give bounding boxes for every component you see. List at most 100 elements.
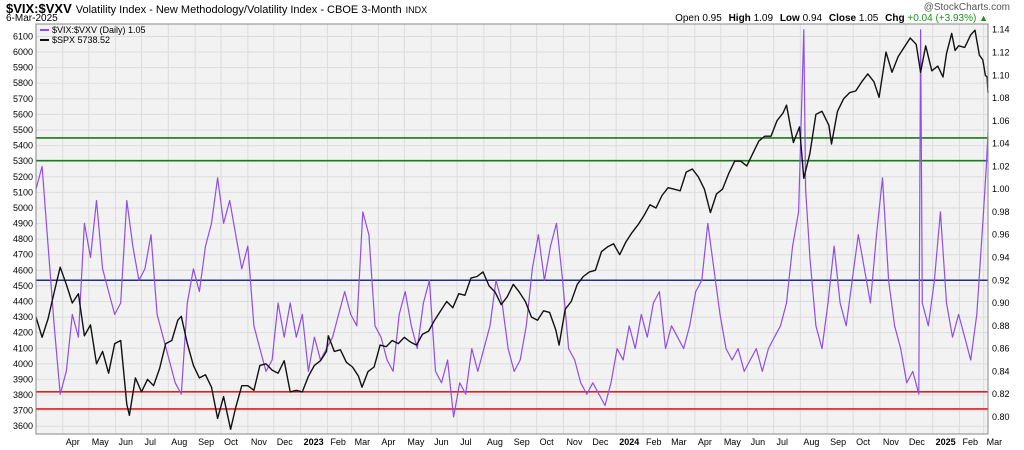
left-tick-label: 5500	[13, 125, 33, 135]
legend-swatch-spx	[40, 39, 49, 41]
x-tick-label: Dec	[277, 437, 294, 447]
plot-area	[36, 24, 988, 434]
left-tick-label: 4000	[13, 359, 33, 369]
x-tick-label: Sep	[514, 437, 530, 447]
x-tick-label: Feb	[646, 437, 662, 447]
chg-value: +0.04 (+3.93%)	[907, 13, 977, 24]
x-tick-label: Apr	[381, 437, 395, 447]
right-tick-label: 1.02	[992, 161, 1010, 171]
left-tick-label: 3600	[13, 421, 33, 431]
x-tick-label: Apr	[698, 437, 712, 447]
plot-border	[35, 23, 989, 435]
x-tick-label: Sep	[198, 437, 214, 447]
left-tick-label: 4300	[13, 312, 33, 322]
left-tick-label: 5000	[13, 203, 33, 213]
open-value: 0.95	[702, 13, 722, 24]
right-tick-label: 0.82	[992, 389, 1010, 399]
left-tick-label: 4200	[13, 328, 33, 338]
x-tick-label: Jul	[777, 437, 789, 447]
legend-label-spx: $SPX 5738.52	[52, 35, 111, 45]
right-tick-label: 0.94	[992, 252, 1010, 262]
left-tick-label: 3700	[13, 406, 33, 416]
up-arrow-icon: ▲	[979, 13, 988, 23]
left-tick-label: 4500	[13, 281, 33, 291]
x-tick-label: Sep	[830, 437, 846, 447]
chg-label: Chg	[885, 13, 905, 24]
chart-date: 6-Mar-2025	[6, 13, 58, 24]
watermark: @StockCharts.com	[923, 2, 1010, 13]
x-tick-label: Dec	[592, 437, 609, 447]
legend-item-ratio: $VIX:$VXV (Daily) 1.05	[40, 25, 146, 35]
open-label: Open	[675, 13, 700, 24]
horizontal-levels	[36, 137, 988, 410]
x-axis: Apr May Jun Jul Aug Sep Oct Nov Dec 2023 Feb Mar Apr…	[66, 437, 1002, 447]
high-label: High	[728, 13, 751, 24]
left-tick-label: 5600	[13, 109, 33, 119]
x-tick-label: Aug	[171, 437, 187, 447]
right-tick-label: 0.80	[992, 412, 1010, 422]
x-tick-label: May	[407, 437, 425, 447]
left-tick-label: 4800	[13, 234, 33, 244]
x-tick-label: Jul	[144, 437, 156, 447]
legend-item-spx: $SPX 5738.52	[40, 35, 146, 45]
series-line-spx	[35, 29, 989, 430]
x-tick-label: Dec	[909, 437, 926, 447]
x-tick-label: Feb	[330, 437, 346, 447]
left-tick-label: 5400	[13, 141, 33, 151]
symbol-label: $VIX:$VXV	[6, 1, 72, 16]
x-tick-label: May	[92, 437, 110, 447]
x-tick-label: Jun	[119, 437, 134, 447]
x-tick-label: 2023	[304, 437, 324, 447]
chart-header: $VIX:$VXV Volatility Index - New Methodol…	[0, 0, 1024, 24]
right-tick-label: 0.98	[992, 207, 1010, 217]
right-tick-label: 1.00	[992, 184, 1010, 194]
left-tick-label: 6100	[13, 31, 33, 41]
close-label: Close	[828, 13, 857, 24]
right-tick-label: 0.96	[992, 230, 1010, 240]
series-lines	[35, 29, 989, 430]
close-value: 1.05	[858, 13, 879, 24]
right-tick-label: 1.10	[992, 70, 1010, 80]
x-tick-label: Jul	[460, 437, 472, 447]
x-tick-label: Nov	[251, 437, 268, 447]
right-tick-label: 0.84	[992, 366, 1010, 376]
left-tick-label: 6000	[13, 47, 33, 57]
x-tick-label: 2025	[936, 437, 956, 447]
legend-swatch-ratio	[40, 29, 49, 31]
x-tick-label: May	[724, 437, 742, 447]
x-tick-label: Aug	[803, 437, 819, 447]
right-tick-label: 1.14	[992, 25, 1010, 35]
x-tick-label: 2024	[619, 437, 639, 447]
x-tick-label: Oct	[856, 437, 871, 447]
legend: $VIX:$VXV (Daily) 1.05 $SPX 5738.52	[40, 25, 146, 45]
legend-label-ratio: $VIX:$VXV (Daily) 1.05	[52, 25, 146, 35]
left-tick-label: 5700	[13, 94, 33, 104]
left-tick-label: 3900	[13, 374, 33, 384]
symbol-description: Volatility Index - New Methodology/Volat…	[75, 4, 402, 16]
left-tick-label: 5200	[13, 172, 33, 182]
exchange-label: INDX	[405, 5, 428, 15]
left-tick-label: 4100	[13, 343, 33, 353]
right-tick-label: 0.86	[992, 344, 1010, 354]
series-line-ratio	[35, 29, 989, 418]
x-tick-label: Nov	[883, 437, 900, 447]
left-tick-label: 5100	[13, 187, 33, 197]
right-tick-label: 1.08	[992, 93, 1010, 103]
right-tick-label: 0.92	[992, 275, 1010, 285]
x-tick-label: Feb	[962, 437, 978, 447]
x-tick-label: Mar	[355, 437, 371, 447]
left-tick-label: 3800	[13, 390, 33, 400]
x-tick-label: Jun	[434, 437, 449, 447]
right-tick-label: 0.88	[992, 321, 1010, 331]
left-axis: 3600 3700 3800 3900 4000 4100 4200 4300 4400 4500…	[13, 31, 33, 431]
x-tick-label: Nov	[566, 437, 583, 447]
x-tick-label: Oct	[224, 437, 239, 447]
right-axis: 0.80 0.82 0.84 0.86 0.88 0.90 0.92 0.94 0.96 0.98…	[992, 25, 1010, 422]
left-tick-label: 4700	[13, 250, 33, 260]
x-tick-label: Aug	[487, 437, 503, 447]
left-tick-label: 5300	[13, 156, 33, 166]
x-tick-label: Oct	[540, 437, 555, 447]
left-tick-label: 5800	[13, 78, 33, 88]
left-tick-label: 4900	[13, 219, 33, 229]
